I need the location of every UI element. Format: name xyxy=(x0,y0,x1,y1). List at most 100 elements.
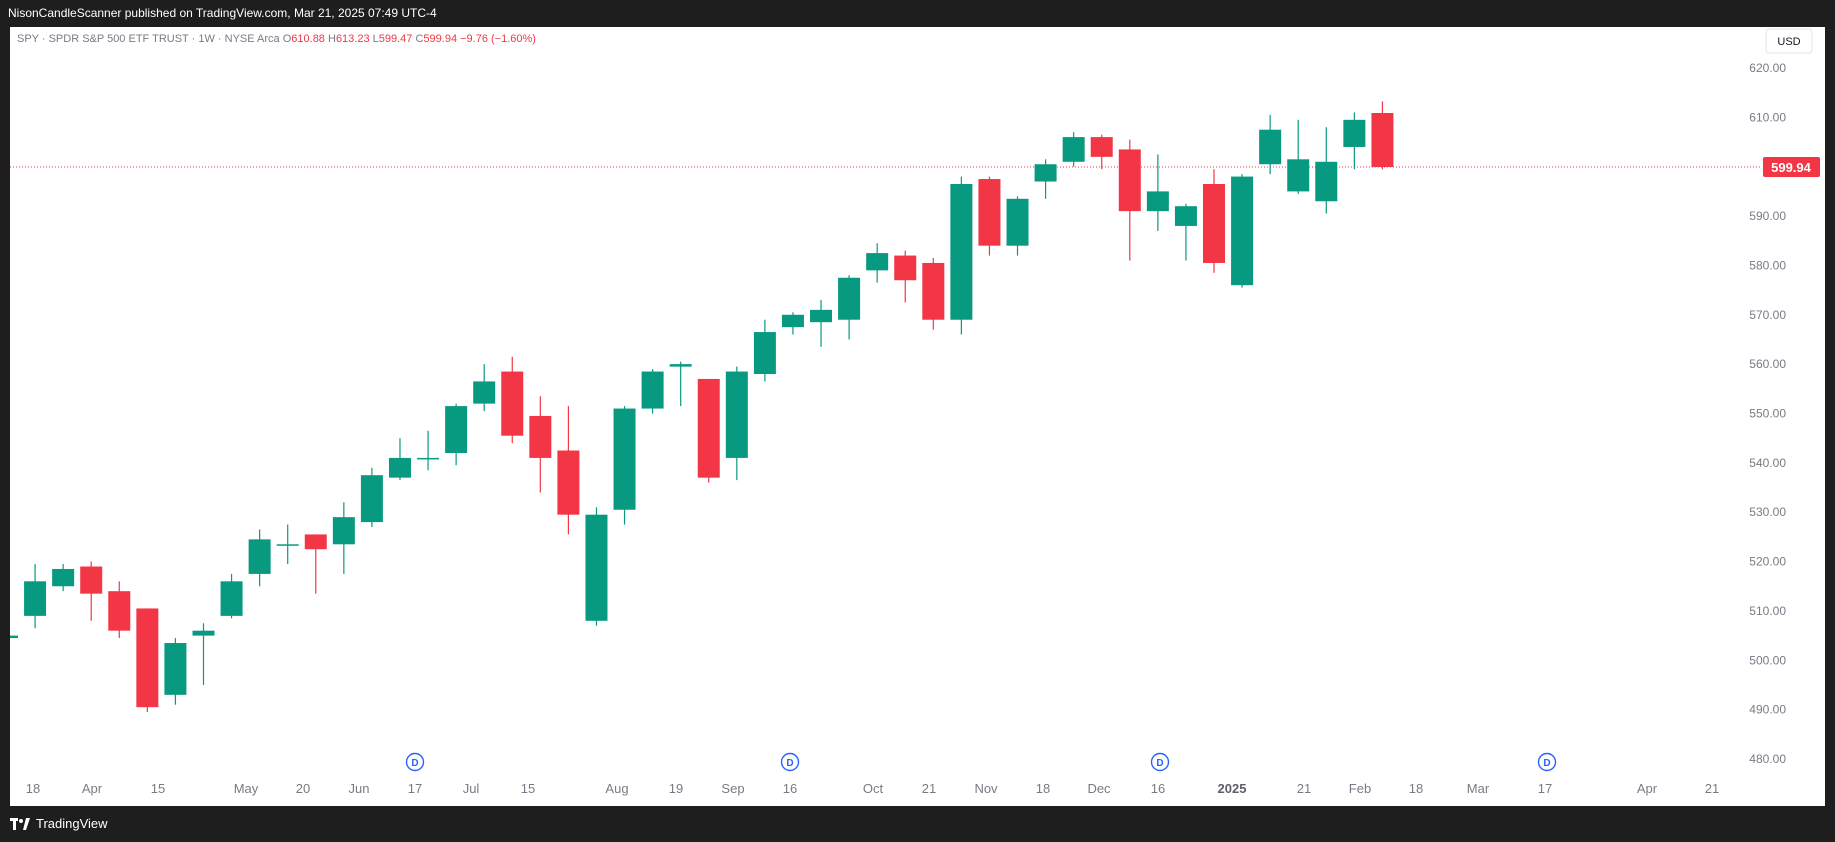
candle[interactable] xyxy=(1062,132,1085,167)
candle[interactable] xyxy=(781,312,804,335)
candle-body xyxy=(1006,198,1029,246)
candle-body xyxy=(978,179,1001,246)
candle[interactable] xyxy=(501,356,524,444)
legend-symbol: SPY · SPDR S&P 500 ETF TRUST · 1W · NYSE… xyxy=(17,33,283,45)
candle[interactable] xyxy=(1287,119,1310,194)
candle[interactable] xyxy=(810,299,833,347)
candle-body xyxy=(950,183,973,320)
candle-body xyxy=(501,371,524,436)
candle-body xyxy=(473,381,496,404)
candle[interactable] xyxy=(1203,169,1226,273)
candlestick-chart[interactable]: 620.00 610.00 590.00 580.00 570.00 560.00 550.… xyxy=(10,27,1825,806)
candle[interactable] xyxy=(669,361,692,407)
y-tick-label: 620.00 xyxy=(1749,61,1786,75)
x-tick-label: 17 xyxy=(408,781,422,796)
candle[interactable] xyxy=(894,250,917,303)
candle[interactable] xyxy=(332,502,355,574)
candle[interactable] xyxy=(248,529,271,587)
brand-name: TradingView xyxy=(36,816,108,831)
candle-body xyxy=(445,406,468,453)
candle[interactable] xyxy=(1006,196,1029,256)
candle-body xyxy=(304,534,327,550)
candle[interactable] xyxy=(276,524,299,565)
y-tick-label: 490.00 xyxy=(1749,703,1786,717)
candle[interactable] xyxy=(529,396,552,493)
candle[interactable] xyxy=(1118,139,1141,261)
candle-body xyxy=(332,517,355,545)
candle[interactable] xyxy=(473,364,496,412)
legend-high-value: 613.23 xyxy=(336,33,373,45)
candle[interactable] xyxy=(1090,134,1113,170)
candle[interactable] xyxy=(725,366,748,481)
candle[interactable] xyxy=(24,564,47,629)
candle-body xyxy=(136,608,159,708)
x-tick-label: Aug xyxy=(605,781,628,796)
y-tick-label: 610.00 xyxy=(1749,110,1786,124)
candle[interactable] xyxy=(360,467,383,528)
candle[interactable] xyxy=(1315,127,1338,214)
legend-low-value: 599.47 xyxy=(379,33,416,45)
candle[interactable] xyxy=(1174,203,1197,261)
candle-body xyxy=(753,332,776,375)
candle-body xyxy=(192,630,215,636)
candle[interactable] xyxy=(978,176,1001,256)
candle[interactable] xyxy=(136,608,159,713)
candle[interactable] xyxy=(585,507,608,626)
candle[interactable] xyxy=(1259,114,1282,175)
candle[interactable] xyxy=(445,403,468,466)
chart-area[interactable]: 620.00 610.00 590.00 580.00 570.00 560.00 550.… xyxy=(10,27,1825,806)
candle[interactable] xyxy=(1343,112,1366,170)
dividend-marker[interactable]: D xyxy=(1150,752,1170,772)
x-tick-label: 18 xyxy=(1036,781,1050,796)
footer-bar: TradingView xyxy=(0,806,1835,842)
candle-body xyxy=(894,255,917,281)
candle[interactable] xyxy=(417,430,440,471)
dividend-marker[interactable]: D xyxy=(1537,752,1557,772)
legend-change: −9.76 (−1.60%) xyxy=(460,33,536,45)
candle[interactable] xyxy=(753,319,776,382)
x-tick-label: 21 xyxy=(922,781,936,796)
candle[interactable] xyxy=(838,275,861,340)
candle[interactable] xyxy=(192,623,215,685)
candle[interactable] xyxy=(641,369,664,414)
candle-body xyxy=(781,314,804,328)
x-tick-label: Apr xyxy=(1637,781,1658,796)
candle[interactable] xyxy=(80,561,103,621)
candle[interactable] xyxy=(613,406,636,525)
candle[interactable] xyxy=(10,635,18,641)
x-tick-label: May xyxy=(234,781,259,796)
candle-body xyxy=(360,475,383,523)
dividend-marker-label: D xyxy=(1543,758,1550,769)
candle[interactable] xyxy=(52,564,75,592)
candle[interactable] xyxy=(922,258,945,330)
candle[interactable] xyxy=(697,378,720,483)
candle-body xyxy=(1118,149,1141,212)
currency-button[interactable]: USD xyxy=(1765,28,1813,54)
candle[interactable] xyxy=(1371,101,1394,170)
candle-body xyxy=(810,309,833,323)
candle[interactable] xyxy=(388,438,411,481)
y-tick-label: 500.00 xyxy=(1749,653,1786,667)
x-tick-label: 15 xyxy=(151,781,165,796)
candle-body xyxy=(52,568,75,587)
dividend-marker[interactable]: D xyxy=(780,752,800,772)
candle[interactable] xyxy=(220,573,243,619)
dividend-marker[interactable]: D xyxy=(405,752,425,772)
tradingview-brand[interactable]: TradingView xyxy=(10,816,108,831)
candle[interactable] xyxy=(1231,174,1254,288)
symbol-legend[interactable]: SPY · SPDR S&P 500 ETF TRUST · 1W · NYSE… xyxy=(17,33,536,45)
legend-low-label: L xyxy=(373,33,379,45)
candle[interactable] xyxy=(1034,159,1057,199)
candle[interactable] xyxy=(1146,154,1169,231)
candle[interactable] xyxy=(164,638,187,705)
candle[interactable] xyxy=(304,534,327,594)
candle-body xyxy=(24,581,47,616)
candle-body xyxy=(164,643,187,695)
candle[interactable] xyxy=(557,406,580,535)
candle[interactable] xyxy=(866,243,889,283)
candle-body xyxy=(697,378,720,478)
candle[interactable] xyxy=(950,176,973,335)
candle-body xyxy=(1287,159,1310,192)
candle-body xyxy=(641,371,664,409)
candle[interactable] xyxy=(108,581,131,639)
